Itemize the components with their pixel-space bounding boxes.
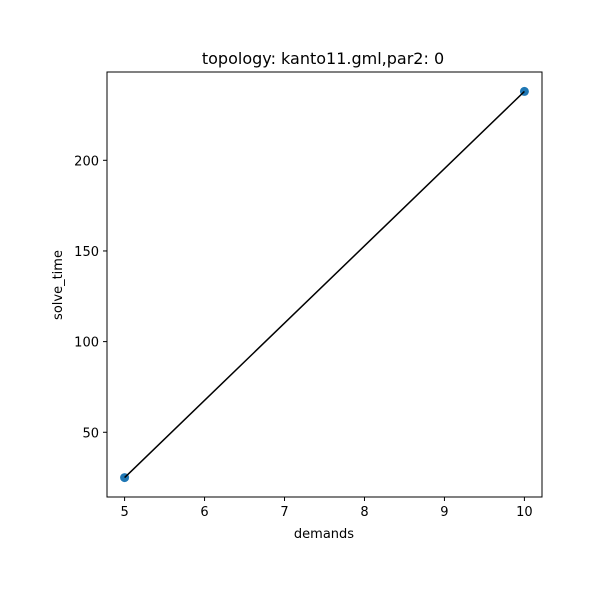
y-tick-label: 100 (74, 336, 99, 351)
x-tick-label: 8 (360, 505, 368, 520)
y-axis-ticks: 50 100 150 200 (74, 154, 107, 441)
chart-title: topology: kanto11.gml,par2: 0 (202, 49, 444, 68)
x-tick-label: 6 (200, 505, 208, 520)
plot-area (106, 71, 543, 498)
x-axis-ticks: 5 6 7 8 9 10 (120, 497, 533, 520)
x-axis-label: demands (294, 527, 354, 542)
x-tick-label: 7 (280, 505, 288, 520)
x-tick-label: 9 (440, 505, 448, 520)
x-tick-label: 10 (516, 505, 533, 520)
x-tick-label: 5 (120, 505, 128, 520)
y-tick-label: 200 (74, 154, 99, 169)
y-tick-label: 150 (74, 245, 99, 260)
series-line (124, 90, 525, 479)
series-layer (120, 86, 529, 483)
y-tick-label: 50 (82, 426, 99, 441)
y-axis-label: solve_time (51, 250, 66, 320)
